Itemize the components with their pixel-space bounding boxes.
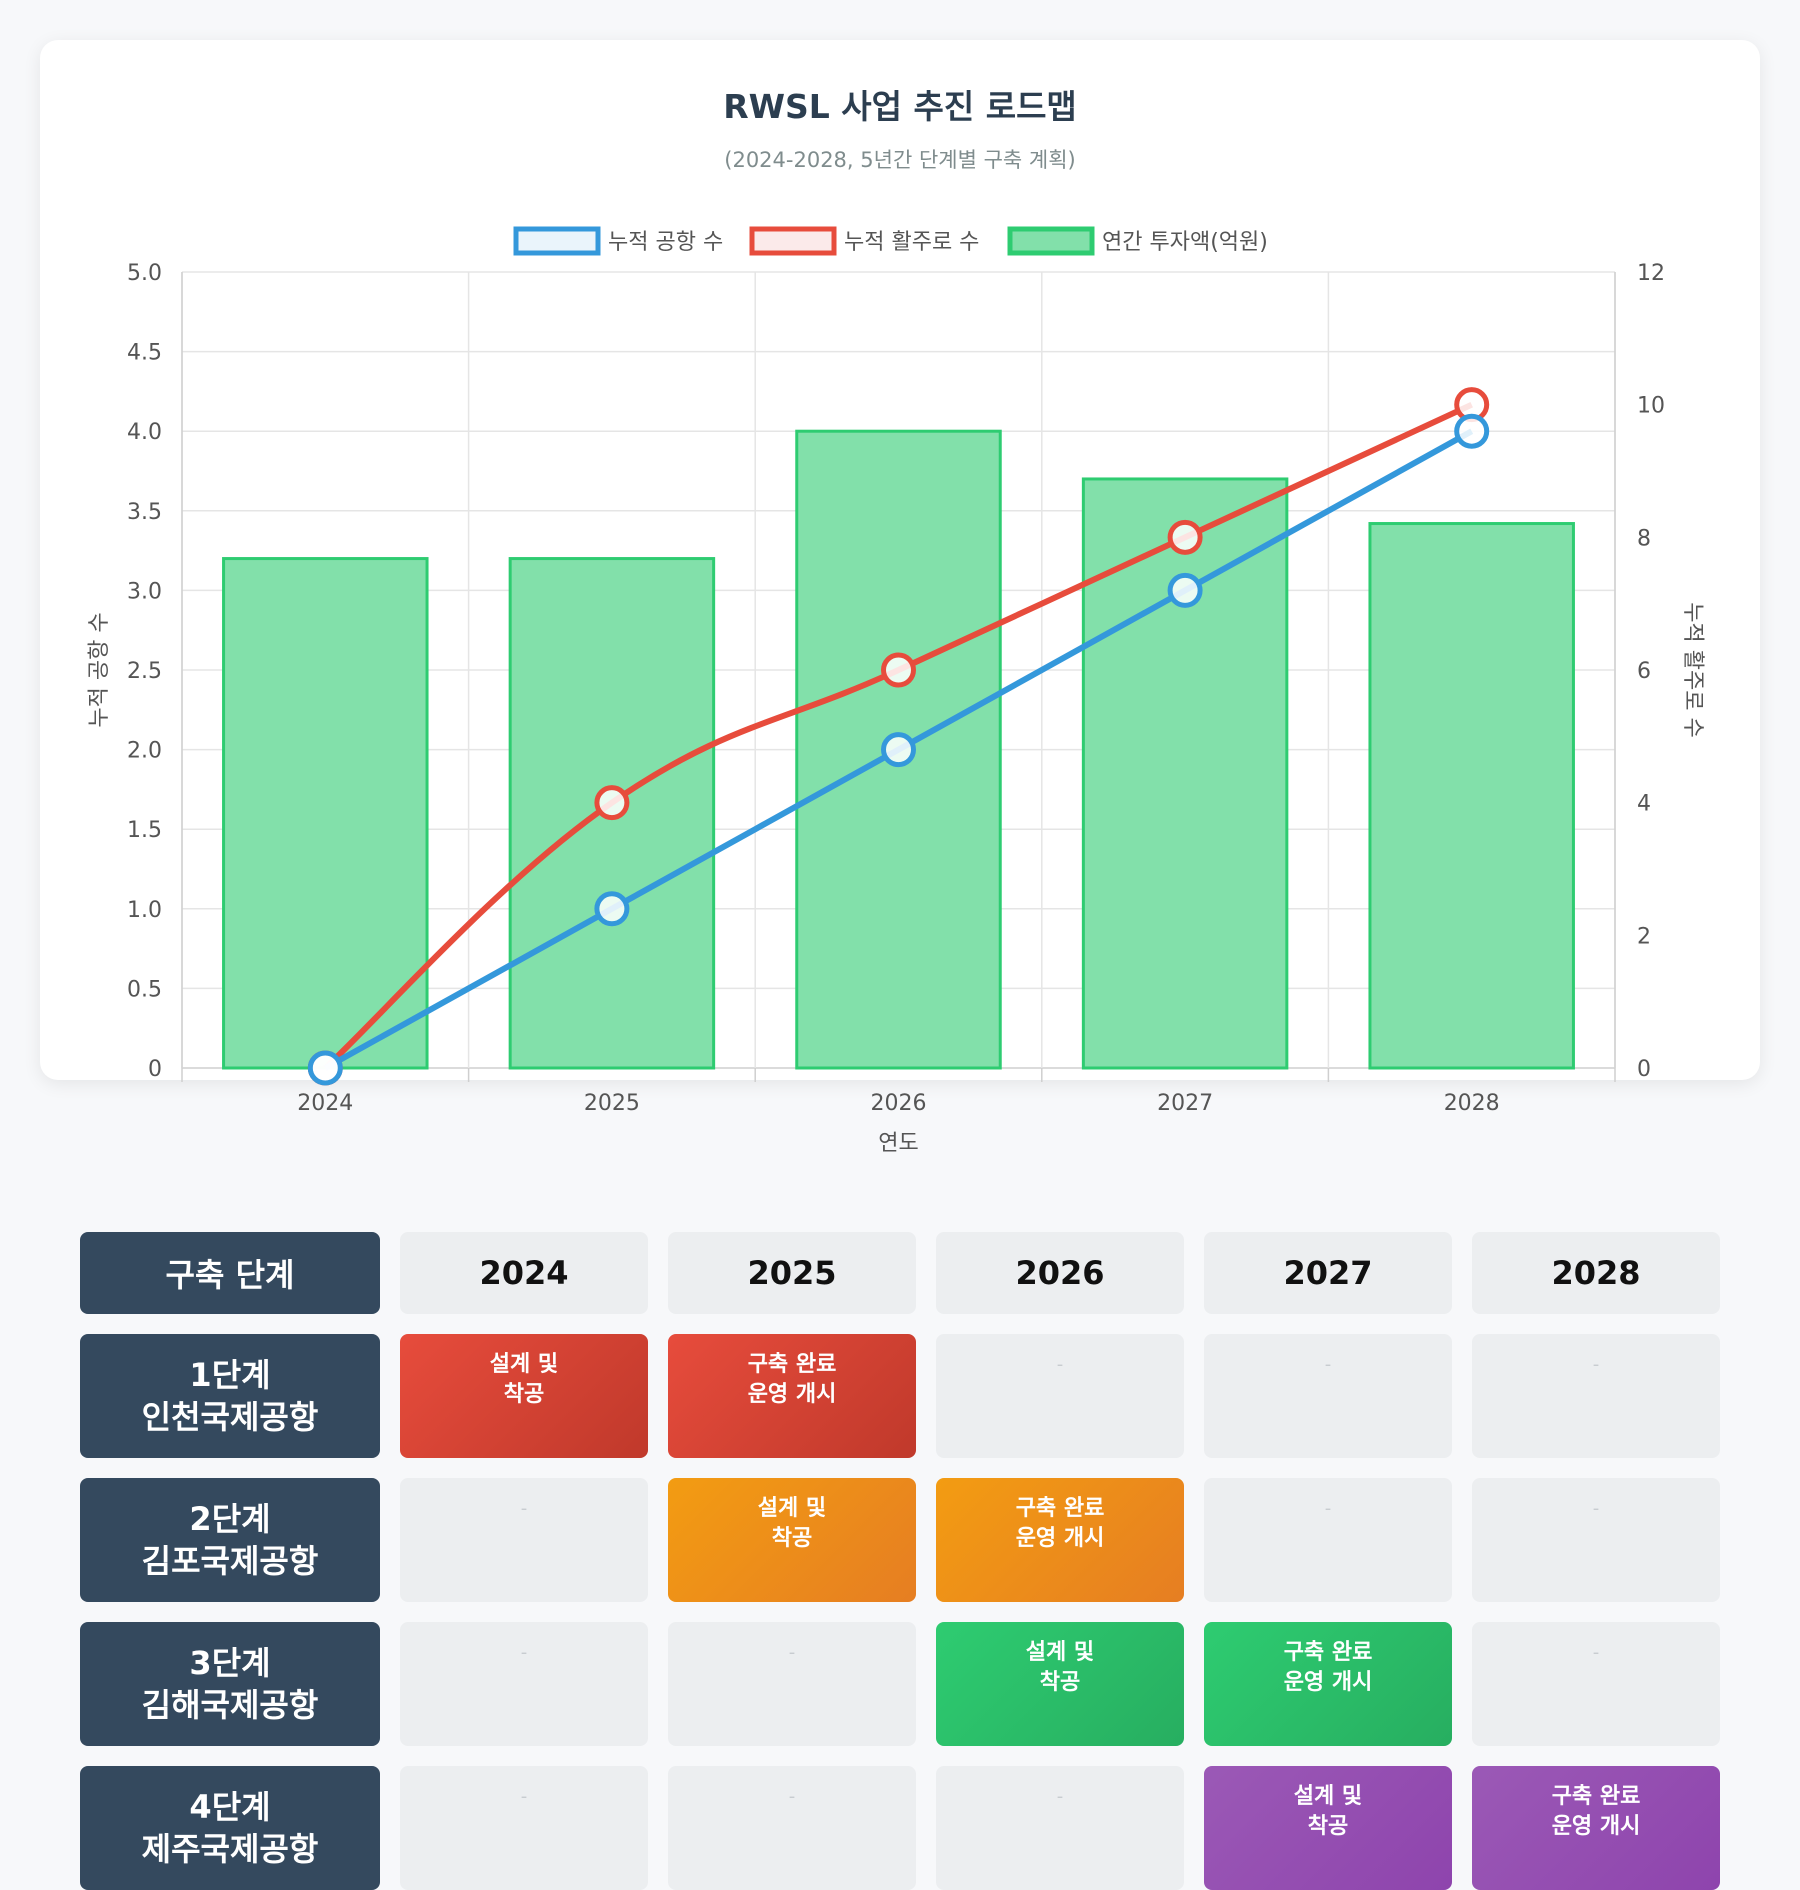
point-airports — [594, 891, 630, 927]
roadmap-cell-empty: - — [936, 1334, 1184, 1458]
roadmap-cell-task: 구축 완료 운영 개시 — [668, 1334, 916, 1458]
roadmap-cell-task: 구축 완료 운영 개시 — [936, 1478, 1184, 1602]
roadmap-cell-task: 구축 완료 운영 개시 — [1472, 1766, 1720, 1890]
roadmap-cell-empty: - — [668, 1766, 916, 1890]
y-left-tick-label: 0 — [148, 1057, 162, 1082]
phase-step: 2단계 — [189, 1500, 271, 1538]
roadmap-year-header: 2025 — [668, 1232, 916, 1314]
roadmap-cell-empty: - — [936, 1766, 1184, 1890]
phase-step: 3단계 — [189, 1644, 271, 1682]
roadmap-cell-task: 구축 완료 운영 개시 — [1204, 1622, 1452, 1746]
legend-label: 누적 공항 수 — [608, 230, 723, 255]
roadmap-year-header: 2024 — [400, 1232, 648, 1314]
y-left-axis-title: 누적 공항 수 — [87, 612, 112, 727]
point-airports — [1454, 413, 1490, 449]
bar-investment — [1368, 522, 1575, 1070]
legend-swatch — [513, 226, 601, 256]
phase-airport: 김해국제공항 — [141, 1686, 319, 1724]
point-runways — [881, 652, 916, 688]
y-right-tick-label: 6 — [1637, 659, 1651, 684]
roadmap-grid: 구축 단계 2024 2025 2026 2027 2028 1단계 인천국제공항 설계 및 … — [80, 1232, 1720, 1890]
roadmap-chart: 0 0.5 1.0 1.5 2.0 2.5 3.0 3.5 4.0 4.5 5.0 0 2 4 6 8 10 12… — [87, 226, 1705, 1156]
roadmap-table: 구축 단계 2024 2025 2026 2027 2028 1단계 인천국제공항 설계 및 … — [80, 1232, 1720, 1890]
roadmap-header-label: 구축 단계 — [80, 1232, 380, 1314]
roadmap-cell-empty: - — [1472, 1478, 1720, 1602]
y-right-tick-label: 2 — [1637, 924, 1651, 949]
x-axis-title: 연도 — [878, 1131, 918, 1156]
roadmap-cell-task: 설계 및 착공 — [400, 1334, 648, 1458]
y-left-tick-label: 1.5 — [127, 818, 162, 843]
point-runways — [594, 785, 630, 821]
point-runways — [1167, 519, 1203, 555]
y-left-tick-label: 3.0 — [127, 579, 162, 604]
point-airports — [881, 732, 916, 768]
roadmap-cell-task: 설계 및 착공 — [668, 1478, 916, 1602]
roadmap-year-header: 2027 — [1204, 1232, 1452, 1314]
roadmap-cell-empty: - — [400, 1478, 648, 1602]
roadmap-cell-empty: - — [1472, 1334, 1720, 1458]
point-airports — [307, 1050, 343, 1086]
x-tick-label: 2027 — [1157, 1091, 1213, 1116]
y-left-tick-label: 3.5 — [127, 500, 162, 525]
bar-investment — [222, 557, 429, 1070]
roadmap-cell-empty: - — [668, 1622, 916, 1746]
y-right-tick-label: 4 — [1637, 792, 1651, 817]
roadmap-cell-task: 설계 및 착공 — [936, 1622, 1184, 1746]
y-left-tick-label: 1.0 — [127, 898, 162, 923]
x-tick-label: 2024 — [297, 1091, 353, 1116]
chart-subtitle: (2024-2028, 5년간 단계별 구축 계획) — [724, 148, 1076, 172]
legend-swatch — [749, 226, 837, 256]
phase-step: 4단계 — [189, 1788, 271, 1826]
roadmap-cell-empty: - — [1204, 1334, 1452, 1458]
roadmap-cell-empty: - — [1472, 1622, 1720, 1746]
roadmap-year-header: 2026 — [936, 1232, 1184, 1314]
y-right-axis-title: 누적 활주로 수 — [1680, 602, 1705, 737]
y-left-tick-label: 2.5 — [127, 659, 162, 684]
y-left-tick-label: 2.0 — [127, 739, 162, 764]
x-tick-label: 2028 — [1444, 1091, 1500, 1116]
y-right-tick-label: 8 — [1637, 526, 1651, 551]
legend-swatch — [1007, 226, 1095, 256]
roadmap-cell-empty: - — [400, 1622, 648, 1746]
chart-title: RWSL 사업 추진 로드맵 — [723, 87, 1077, 126]
legend-label: 연간 투자액(억원) — [1102, 230, 1268, 255]
x-tick-label: 2025 — [584, 1091, 640, 1116]
y-right-tick-label: 10 — [1637, 394, 1665, 419]
y-left-tick-label: 5.0 — [127, 261, 162, 286]
y-left-tick-label: 4.0 — [127, 420, 162, 445]
phase-airport: 인천국제공항 — [141, 1398, 319, 1436]
legend-label: 누적 활주로 수 — [844, 230, 979, 255]
phase-step: 1단계 — [189, 1356, 271, 1394]
y-right-tick-label: 0 — [1637, 1057, 1651, 1082]
y-left-tick-label: 0.5 — [127, 977, 162, 1002]
phase-airport: 제주국제공항 — [141, 1830, 319, 1868]
phase-airport: 김포국제공항 — [141, 1542, 319, 1580]
point-airports — [1167, 572, 1203, 608]
x-tick-label: 2026 — [871, 1091, 927, 1116]
roadmap-cell-empty: - — [400, 1766, 648, 1890]
roadmap-cell-empty: - — [1204, 1478, 1452, 1602]
roadmap-cell-task: 설계 및 착공 — [1204, 1766, 1452, 1890]
y-right-tick-label: 12 — [1637, 261, 1665, 286]
y-left-tick-label: 4.5 — [127, 341, 162, 366]
roadmap-year-header: 2028 — [1472, 1232, 1720, 1314]
